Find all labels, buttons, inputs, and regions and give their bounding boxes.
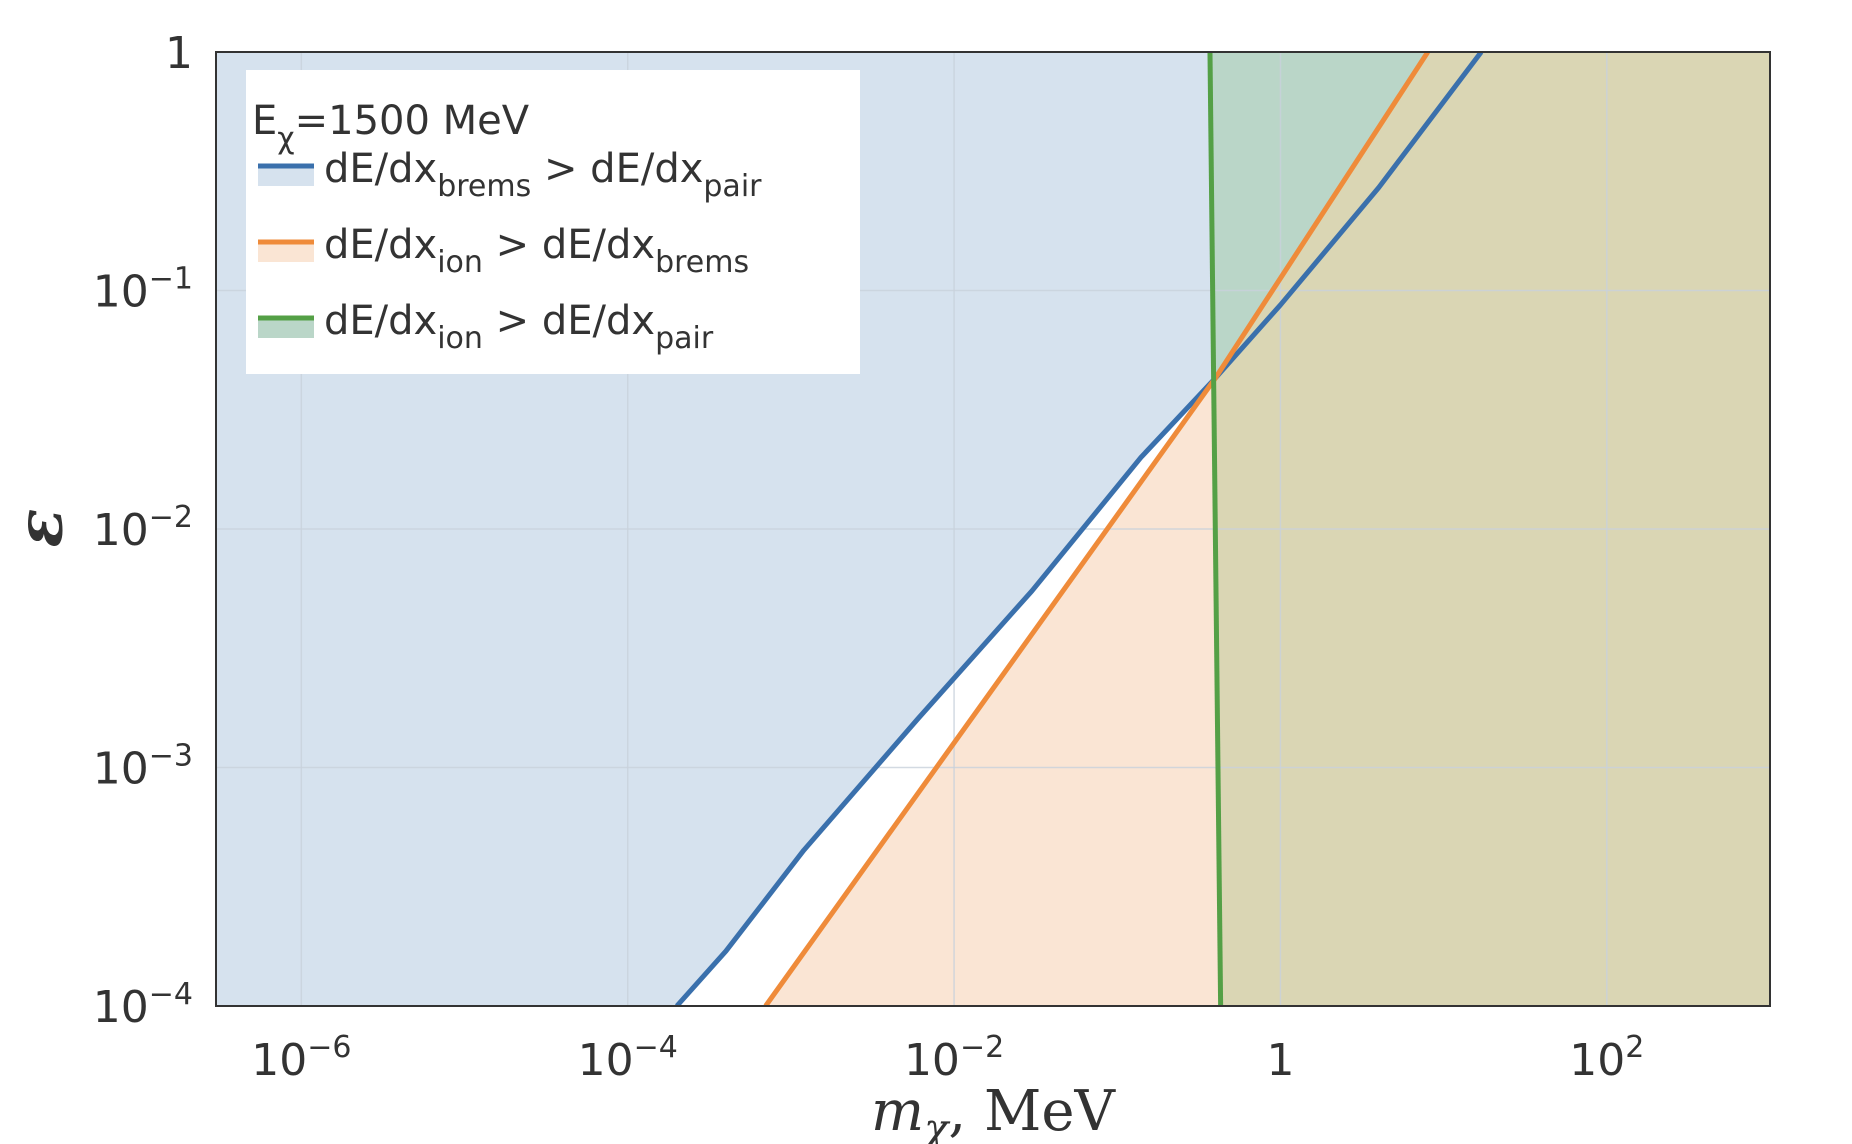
series-line-1 [674, 52, 1484, 1006]
legend-label-part: dE/dx [324, 222, 437, 268]
y-tick-label-exp: −4 [149, 977, 193, 1012]
y-tick-label-exp: −3 [149, 739, 193, 774]
legend-label-part: > dE/dx [483, 222, 655, 268]
y-tick-label: 1 [165, 28, 193, 79]
legend-title: Eχ=1500 MeV [252, 98, 530, 156]
legend-swatch-fill-2 [258, 242, 314, 262]
x-tick-label-base: 1 [1266, 1035, 1294, 1086]
x-tick-label: 102 [1569, 1030, 1644, 1086]
y-axis-title: ε [3, 509, 78, 548]
x-axis-title-rest: , MeV [948, 1079, 1116, 1144]
x-axis-title-base: m [871, 1079, 924, 1144]
y-tick-label: 10−2 [93, 500, 193, 556]
x-tick-label: 10−2 [904, 1030, 1004, 1086]
legend-title-sub: χ [277, 121, 294, 156]
legend-label-1: dE/dxbrems > dE/dxpair [324, 146, 762, 204]
legend-label-part: dE/dx [324, 298, 437, 344]
legend-label-part: ion [437, 245, 483, 280]
x-axis-title-sub: χ [921, 1106, 951, 1144]
x-tick-label: 10−6 [251, 1030, 351, 1086]
legend-label-part: pair [655, 321, 714, 356]
y-tick-label: 10−1 [93, 262, 193, 318]
x-tick-label-exp: 2 [1625, 1030, 1644, 1065]
legend-swatch-fill-3 [258, 318, 314, 338]
legend-label-part: > dE/dx [531, 146, 703, 192]
y-tick-label: 10−3 [93, 739, 193, 795]
x-tick-label-exp: −4 [634, 1030, 678, 1065]
y-tick-label-base: 10 [93, 982, 149, 1033]
x-tick-label-base: 10 [251, 1035, 307, 1086]
y-tick-label-exp: −1 [149, 262, 193, 297]
legend-label-part: > dE/dx [483, 298, 655, 344]
x-tick-label-base: 10 [578, 1035, 634, 1086]
y-tick-label-base: 10 [93, 505, 149, 556]
y-tick-label-base: 10 [93, 744, 149, 795]
legend-label-part: ion [437, 321, 483, 356]
x-tick-label: 10−4 [578, 1030, 678, 1086]
legend-label-part: dE/dx [324, 146, 437, 192]
x-tick-label-base: 10 [904, 1035, 960, 1086]
y-tick-label-base: 10 [93, 267, 149, 318]
legend-label-part: pair [703, 169, 762, 204]
y-tick-label-base: 1 [165, 28, 193, 79]
x-tick-label: 1 [1266, 1035, 1294, 1086]
plot-frame [215, 51, 1771, 1007]
x-tick-label-base: 10 [1569, 1035, 1625, 1086]
y-tick-label-exp: −2 [149, 500, 193, 535]
x-tick-label-exp: −2 [960, 1030, 1004, 1065]
legend-title-base: E [252, 98, 277, 144]
legend-label-3: dE/dxion > dE/dxpair [324, 298, 714, 356]
legend-swatch-fill-1 [258, 166, 314, 186]
series-line-3 [1207, 52, 1224, 1006]
legend-label-part: brems [655, 245, 749, 280]
y-tick-label: 10−4 [93, 977, 193, 1033]
legend-label-2: dE/dxion > dE/dxbrems [324, 222, 749, 280]
plot-area [216, 52, 1770, 1006]
legend-label-part: brems [437, 169, 531, 204]
legend-title-rest: =1500 MeV [295, 98, 530, 144]
x-tick-label-exp: −6 [307, 1030, 351, 1065]
legend-box [246, 70, 860, 374]
x-axis-title: mχ, MeV [871, 1079, 1116, 1144]
